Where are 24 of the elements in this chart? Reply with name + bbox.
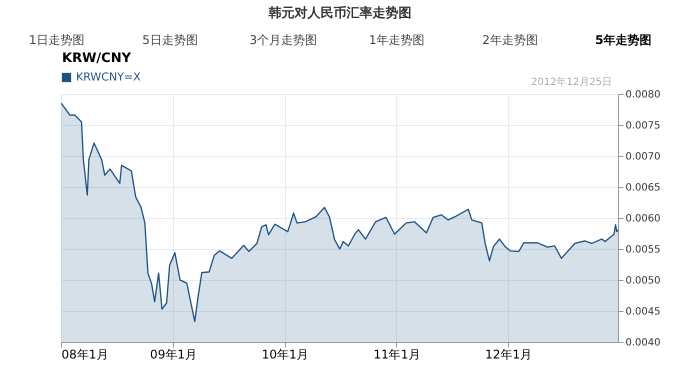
- y-tick-label: 0.0060: [626, 214, 660, 224]
- y-tick-label: 0.0040: [626, 338, 660, 348]
- x-tick-label: 10年1月: [262, 348, 309, 362]
- x-tick-label: 08年1月: [62, 348, 108, 362]
- x-tick-label: 09年1月: [150, 348, 197, 362]
- x-tick-label: 12年1月: [485, 348, 532, 362]
- chart-subtitle: KRW/CNY: [62, 51, 132, 66]
- text: 5日走势图: [142, 33, 198, 47]
- y-tick-label: 0.0075: [626, 120, 660, 132]
- text: 5年走势图: [595, 33, 652, 47]
- text: 1日走势图: [28, 33, 84, 47]
- y-tick-label: 0.0045: [626, 306, 660, 318]
- x-tick-label: 11年1月: [373, 348, 420, 362]
- text: 2012年12月25日: [531, 76, 612, 88]
- text: 3个月走势图: [250, 33, 318, 47]
- y-tick-label: 0.0055: [626, 244, 660, 256]
- y-tick-label: 0.0050: [626, 276, 660, 286]
- legend-label: KRWCNY=X: [76, 70, 142, 84]
- y-tick-label: 0.0080: [626, 90, 660, 100]
- chart-title: 韩元对人民币汇率走势图: [268, 5, 412, 21]
- text: 1年走势图: [368, 33, 424, 47]
- text: 2年走势图: [482, 33, 538, 47]
- y-tick-label: 0.0070: [626, 152, 660, 162]
- y-tick-label: 0.0065: [626, 182, 660, 194]
